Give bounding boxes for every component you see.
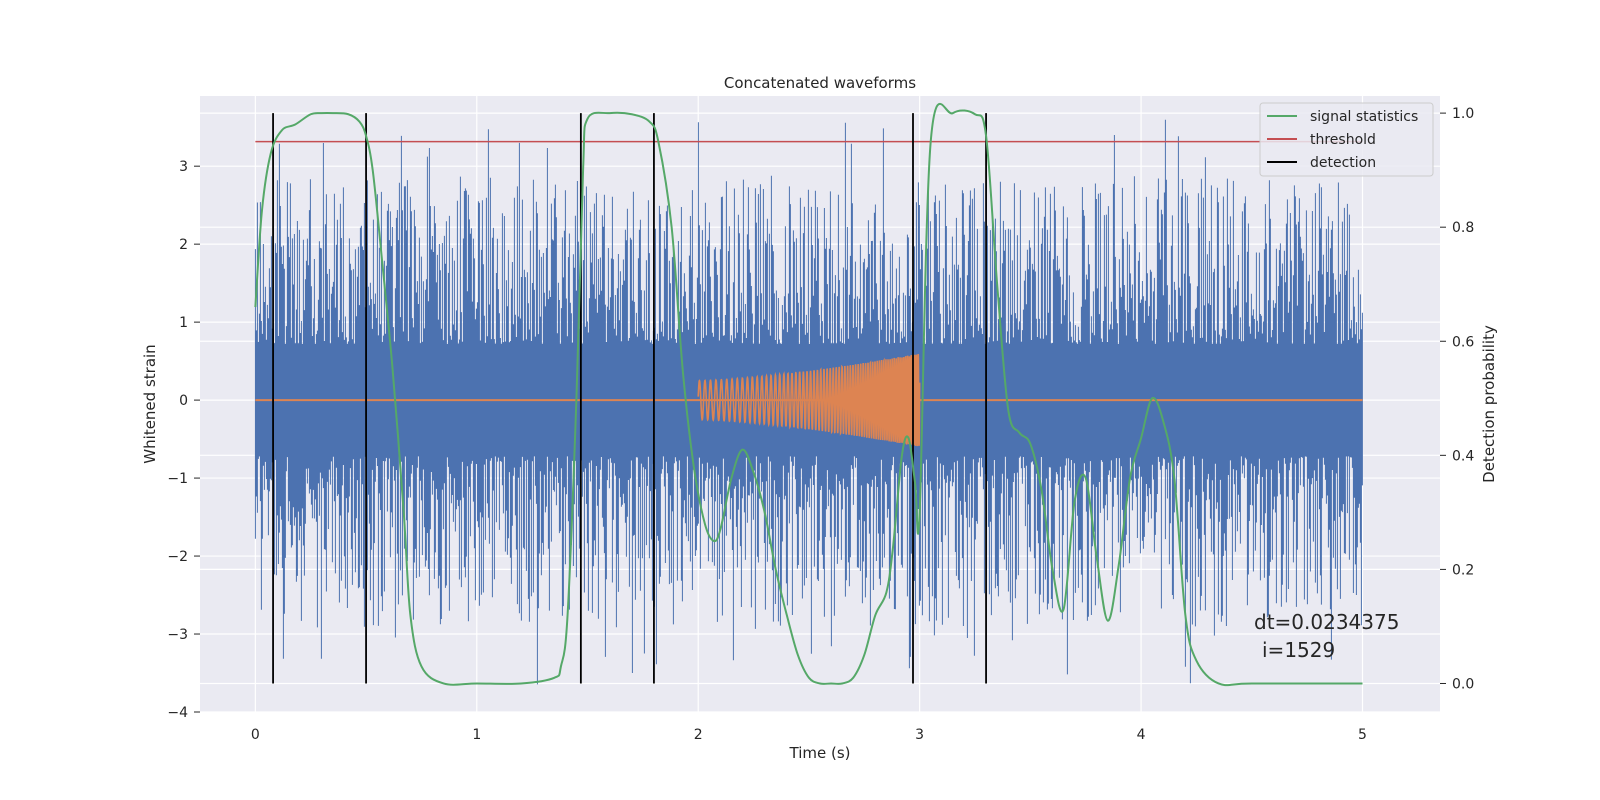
y-tick-label: −3 [167, 627, 188, 643]
annotation-dt: dt=0.0234375 [1254, 610, 1399, 634]
x-tick-label: 0 [251, 727, 260, 743]
y2-axis-label: Detection probability [1480, 325, 1498, 483]
chart-title: Concatenated waveforms [724, 74, 916, 92]
x-tick-label: 3 [915, 727, 924, 743]
legend-box [1259, 102, 1434, 177]
y-axis-label: Whitened strain [141, 344, 159, 463]
left-axis-ticks: −4 −3 −2 −1 0 1 2 3 [167, 159, 200, 721]
x-tick-label: 2 [694, 727, 703, 743]
legend-label-threshold: threshold [1310, 132, 1376, 148]
y2-tick-label: 1.0 [1452, 106, 1474, 122]
y2-tick-label: 0.4 [1452, 448, 1474, 464]
x-tick-label: 4 [1137, 727, 1146, 743]
legend-label-detection: detection [1310, 155, 1376, 171]
waveform-layer [255, 353, 1363, 447]
y2-tick-label: 0.6 [1452, 334, 1474, 350]
y2-tick-label: 0.2 [1452, 562, 1474, 578]
statistic-layer [254, 102, 1363, 687]
waveform-chirp [697, 353, 921, 447]
y-tick-label: −4 [167, 705, 188, 721]
annotation-index: i=1529 [1262, 638, 1335, 662]
legend-label-signal-statistics: signal statistics [1310, 109, 1418, 125]
x-tick-label: 5 [1358, 727, 1367, 743]
x-axis-label: Time (s) [789, 744, 851, 762]
plot-area [254, 102, 1363, 687]
y2-tick-label: 0.0 [1452, 676, 1474, 692]
signal-statistics-line [254, 102, 1363, 687]
detection-layer [272, 113, 987, 684]
y-tick-label: −1 [167, 471, 188, 487]
bottom-axis-ticks: 0 1 2 3 4 5 [251, 727, 1367, 743]
y-tick-label: 2 [179, 237, 188, 253]
right-axis-ticks: 0.0 0.2 0.4 0.6 0.8 1.0 [1440, 106, 1474, 692]
y-tick-label: 0 [179, 393, 188, 409]
y-tick-label: 1 [179, 315, 188, 331]
y2-tick-label: 0.8 [1452, 220, 1474, 236]
y-tick-label: −2 [167, 549, 188, 565]
x-tick-label: 1 [472, 727, 481, 743]
y-tick-label: 3 [179, 159, 188, 175]
legend: signal statistics threshold detection [1259, 102, 1434, 177]
